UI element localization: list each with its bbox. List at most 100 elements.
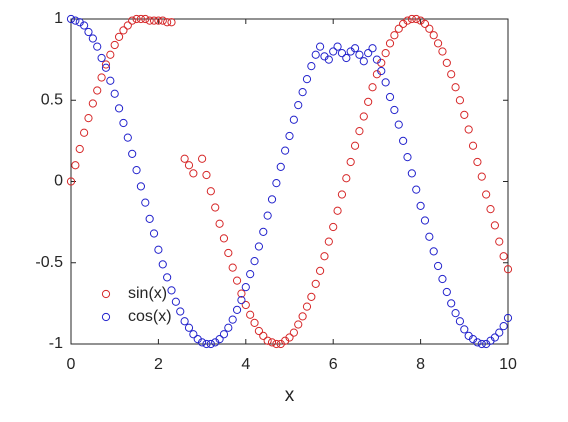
data-point [324, 237, 333, 246]
data-point [171, 297, 180, 306]
data-point [433, 261, 443, 271]
data-point [281, 146, 290, 155]
x-tick-label: 2 [154, 356, 163, 373]
data-point [346, 157, 355, 167]
data-point [451, 83, 460, 92]
data-point [232, 276, 242, 285]
data-point [490, 221, 499, 230]
data-point [149, 229, 159, 238]
data-point [246, 310, 255, 319]
data-point [337, 49, 347, 58]
data-point [460, 325, 469, 334]
data-point [442, 287, 451, 297]
data-point [66, 14, 76, 24]
y-tick-label: -1 [49, 335, 63, 352]
data-point [184, 161, 194, 170]
data-point [294, 101, 303, 110]
data-point [80, 128, 89, 137]
data-point [80, 21, 89, 30]
data-point [232, 305, 242, 314]
data-point [154, 16, 163, 25]
data-point [75, 144, 84, 154]
data-point [368, 83, 377, 92]
data-point [372, 55, 381, 64]
data-point [97, 53, 106, 63]
data-point [141, 14, 150, 24]
data-point [189, 330, 198, 339]
data-point [420, 216, 430, 225]
data-point [114, 104, 124, 113]
data-point [263, 211, 272, 220]
data-point [315, 42, 325, 51]
data-point [324, 55, 333, 64]
data-point [438, 47, 447, 56]
data-point [128, 149, 137, 158]
data-point [333, 42, 342, 51]
data-point [180, 154, 189, 163]
data-point [350, 44, 360, 53]
data-point [136, 14, 146, 24]
data-point [71, 161, 80, 170]
data-point [119, 26, 128, 35]
data-point [350, 141, 360, 150]
data-point [97, 73, 106, 82]
data-point [425, 232, 434, 241]
data-point [101, 60, 111, 69]
data-point [447, 299, 456, 308]
x-axis-label: x [285, 385, 295, 406]
data-point [276, 162, 285, 171]
data-point [198, 338, 207, 347]
data-point [425, 24, 434, 33]
data-point [333, 206, 342, 215]
data-point [302, 75, 312, 84]
data-point [429, 247, 438, 256]
data-point [184, 323, 194, 332]
data-point [407, 169, 416, 178]
data-point [381, 49, 390, 58]
data-point [298, 312, 307, 321]
x-tick-label: 10 [499, 356, 517, 373]
data-point [154, 245, 163, 254]
data-point [285, 333, 294, 342]
y-tick-label: -0.5 [35, 254, 63, 271]
data-point [289, 328, 298, 337]
data-point [272, 339, 281, 349]
y-tick-label: 0 [54, 173, 63, 190]
legend-marker [101, 289, 111, 299]
data-point [477, 339, 486, 349]
data-point [267, 195, 277, 204]
data-point [285, 131, 294, 141]
data-point [455, 317, 465, 326]
data-point [289, 115, 298, 124]
data-point [385, 39, 395, 48]
data-point [272, 179, 281, 188]
data-point [110, 89, 119, 98]
data-point [499, 322, 508, 331]
data-point [71, 16, 80, 25]
data-point [132, 166, 141, 175]
data-point [228, 263, 237, 272]
data-point [503, 313, 513, 323]
data-point [215, 219, 224, 228]
data-point [145, 214, 154, 223]
data-point [202, 170, 211, 180]
data-point [246, 270, 255, 279]
data-point [399, 136, 408, 145]
data-point [211, 203, 220, 212]
data-point [385, 92, 395, 102]
data-point [473, 338, 482, 347]
data-point [407, 14, 416, 24]
data-point [206, 187, 215, 196]
data-point [123, 21, 132, 30]
data-point [477, 172, 486, 181]
data-point [167, 18, 176, 27]
data-point [189, 169, 198, 178]
data-point [355, 50, 364, 59]
y-tick-label: 1 [54, 10, 63, 27]
data-point [215, 335, 224, 344]
data-point [198, 154, 207, 163]
data-point [364, 49, 373, 58]
data-point [219, 234, 229, 243]
data-point [119, 118, 128, 128]
data-point [294, 320, 303, 329]
